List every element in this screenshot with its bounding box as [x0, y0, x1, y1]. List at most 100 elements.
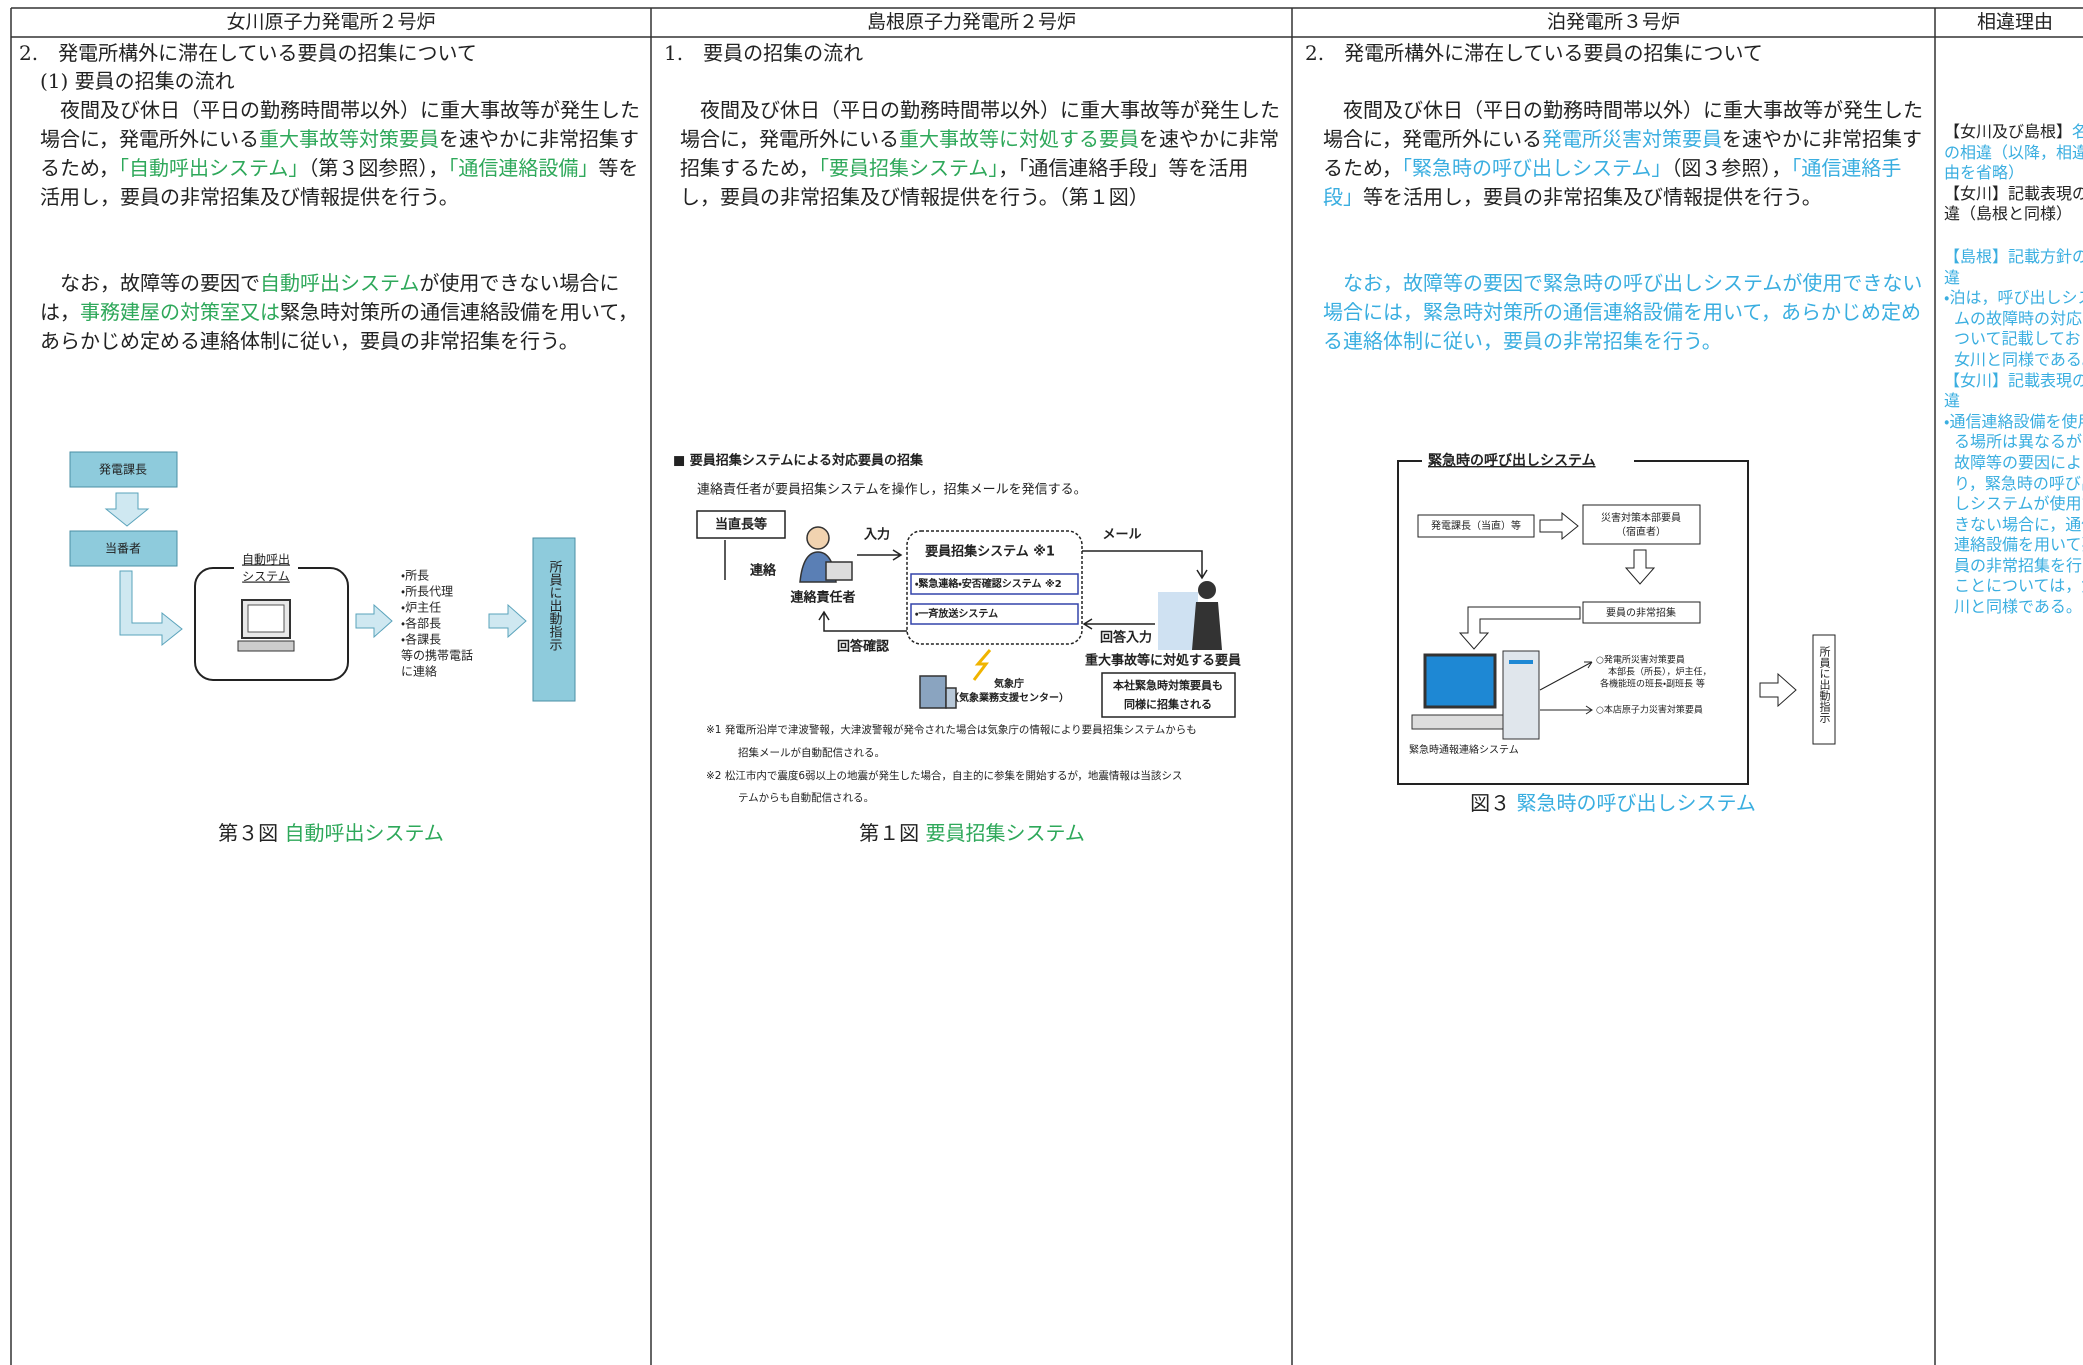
box-label: 当直長等	[715, 517, 767, 533]
text-run: なお，故障等の要因で緊急時の呼び出しシステムが使用できない場合には，緊急時対策所…	[1323, 271, 1923, 353]
person-icon-part	[825, 561, 853, 581]
person-icon-part	[1158, 592, 1198, 650]
subheading: (1) 要員の招集の流れ	[40, 69, 235, 93]
paragraph: なお，故障等の要因で緊急時の呼び出しシステムが使用できない場合には，緊急時対策所…	[1323, 269, 1929, 356]
contact: ・所長代理	[401, 585, 453, 599]
arrow	[355, 603, 393, 639]
text-run: を速やかに非常招集するため，	[680, 127, 1279, 180]
computer-icon-part	[1411, 714, 1505, 730]
paragraph: 夜間及び休日（平日の勤務時間帯以外）に重大事故等が発生した場合に，発電所外にいる…	[680, 96, 1286, 212]
reason-item: 【女川及び島根】名称の相違（以降，相違理由を省略）	[1944, 122, 2083, 184]
text-run: 等を活用し，要員の非常招集及び情報提供を行う。	[1363, 185, 1822, 209]
text-run: 【島根】記載方針の相違	[1944, 246, 2083, 287]
note: 招集メールが自動配信される。	[738, 746, 885, 759]
text-run: 事務建屋の対策室又は	[80, 300, 280, 324]
text-run: 夜間及び休日（平日の勤務時間帯以外）に重大事故等が発生した場合に，発電所外にいる	[1323, 98, 1923, 151]
target: ○発電所災害対策要員	[1596, 654, 1685, 666]
lightning	[972, 649, 992, 681]
text-run: を速やかに非常招集するため，	[1323, 127, 1922, 180]
computer-icon-part	[1502, 650, 1540, 740]
box	[69, 530, 178, 567]
contact: ・所長	[401, 569, 429, 583]
label: メール	[1102, 528, 1141, 543]
reason-item: 【女川】記載表現の相違（島根と同様）	[1944, 184, 2083, 225]
box	[1417, 514, 1535, 538]
reason-item: 【島根】記載方針の相違	[1944, 247, 2083, 288]
figure-caption: 第３図 自動呼出システム	[11, 819, 651, 848]
contact: ・炉主任	[401, 601, 441, 615]
building-icon-part	[945, 687, 957, 709]
label: 入力	[863, 527, 890, 543]
arrow	[857, 549, 903, 561]
subsystem: ・一斉放送システム	[915, 607, 998, 620]
paragraph: 夜間及び休日（平日の勤務時間帯以外）に重大事故等が発生した場合に，発電所外にいる…	[1323, 96, 1929, 212]
text-run: 「緊急時の呼び出しシステム」	[1402, 156, 1672, 180]
label: （気象業務支援センター）	[949, 691, 1069, 704]
computer-icon-part	[1423, 653, 1497, 709]
arrow	[104, 492, 150, 527]
target: 本部長（所長），炉主任，	[1608, 666, 1712, 678]
text-run: ・泊は，呼び出しシステムの故障時の対応について記載しており，女川と同様である。	[1944, 288, 2083, 369]
text-run: 緊急時対策所の通信連絡設備を用いて，あらかじめ定める連絡体制に従い，要員の非常招…	[40, 300, 638, 353]
box	[69, 451, 178, 488]
arrow	[1539, 511, 1579, 541]
text-run: 第１図	[859, 821, 926, 845]
arrow	[119, 570, 183, 647]
box-label: （宿直者）	[1616, 525, 1666, 538]
box	[1101, 672, 1236, 718]
label: 連絡責任者	[790, 590, 855, 606]
text-run: （図３参照），	[1671, 156, 1792, 180]
box-label: 当番者	[105, 542, 141, 556]
header-cell: 島根原子力発電所２号炉	[866, 11, 1076, 33]
text-run: ・通信連絡設備を使用する場所は異なるが，故障等の要因により，緊急時の呼び出しシス…	[1944, 411, 2083, 617]
computer-icon	[237, 599, 295, 652]
box	[696, 510, 786, 539]
text-run: ，「通信連絡手段」等を活用し，要員の非常招集及び情報提供を行う。（第１図）	[680, 156, 1249, 209]
reason-item: ・泊は，呼び出しシステムの故障時の対応について記載しており，女川と同様である。	[1944, 288, 2083, 370]
arrow	[488, 603, 527, 639]
text-run: 「通信連絡手段」	[1323, 156, 1902, 209]
table-lines	[10, 7, 2083, 1365]
reason-item: ・通信連絡設備を使用する場所は異なるが，故障等の要因により，緊急時の呼び出しシス…	[1944, 412, 2083, 618]
text-run: 重大事故等対策要員	[259, 127, 439, 151]
instruction-label: 所員に出動指示	[1818, 645, 1831, 723]
box-label: 災害対策本部要員	[1601, 511, 1681, 524]
text-run: 第３図	[218, 821, 285, 845]
contact: ・各課長	[401, 632, 441, 647]
section-heading: 2. 発電所構外に滞在している要員の招集について	[1305, 41, 1763, 65]
figure-auto-call: 発電課長 当番者 自動呼出 システム ・所長・所長代理・炉主任・各部長・各課長等…	[69, 451, 576, 702]
label-bg	[1422, 450, 1634, 472]
building-icon	[919, 675, 957, 709]
contact: 等の携帯電話	[401, 648, 473, 663]
box-label: 発電課長	[99, 463, 147, 477]
arrow	[818, 610, 907, 632]
target: 各機能班の班長・副班長 等	[1600, 678, 1705, 690]
note: ※2 松江市内で震度6弱以上の地震が発生した場合，自主的に参集を開始するが，地震…	[706, 769, 1182, 782]
arrow	[1624, 549, 1656, 585]
box-label: 本社緊急時対策要員も	[1112, 678, 1223, 692]
subsystem: ・緊急連絡・安否確認システム ※2	[915, 577, 1062, 590]
label: 気象庁	[993, 677, 1024, 690]
arrow	[1082, 550, 1208, 580]
note: ※1 発電所沿岸で津波警報，大津波警報が発令された場合は気象庁の情報により要員招…	[706, 723, 1197, 736]
box	[1812, 634, 1836, 745]
instruction-label: 所員に出動指示	[547, 560, 563, 651]
computer-icon-part	[247, 604, 285, 633]
text-run: 発電所災害対策要員	[1542, 127, 1722, 151]
system-label: 要員招集システム ※1	[925, 544, 1055, 560]
person-icon-part	[806, 526, 830, 550]
text-run: 名称の相違（以降，相違理由を省略）	[1944, 122, 2083, 183]
figure-emergency-call: 緊急時の呼び出しシステム 発電課長（当直）等 災害対策本部要員 （宿直者） 要員…	[1397, 450, 1836, 785]
arrow	[1458, 606, 1581, 650]
text-run: が使用できない場合には，	[40, 271, 620, 324]
person-icon-part	[1198, 581, 1216, 599]
arrow	[1539, 661, 1593, 715]
header-cell: 泊発電所３号炉	[1546, 11, 1680, 33]
figure-staff-call: ■ 要員招集システムによる対応要員の招集 連絡責任者が要員招集システムを操作し，…	[673, 453, 1241, 805]
text-run: 自動呼出システム	[284, 821, 444, 845]
note: テムからも自動配信される。	[738, 791, 874, 804]
text-run: 【女川及び島根】	[1944, 122, 2073, 141]
box	[1582, 504, 1701, 545]
